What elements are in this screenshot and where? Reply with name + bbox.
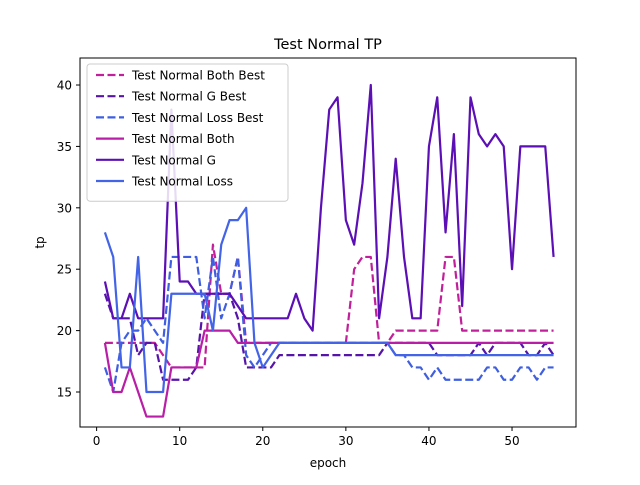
y-tick-label: 20: [57, 324, 72, 338]
legend-box: [86, 63, 289, 202]
series-line-5: [103, 83, 555, 332]
y-tick-label: 30: [57, 201, 72, 215]
legend-label: Test Normal Both: [131, 132, 235, 146]
chart-title: Test Normal TP: [273, 37, 382, 53]
x-tick-label: 10: [172, 434, 187, 448]
legend-label: Test Normal Both Best: [131, 69, 265, 83]
series-line-6: [103, 206, 554, 394]
y-axis-label: tp: [33, 236, 47, 248]
x-tick-label: 30: [338, 434, 353, 448]
legend-label: Test Normal Loss: [131, 175, 233, 189]
legend-label: Test Normal G: [131, 153, 216, 167]
y-tick-label: 40: [57, 79, 72, 93]
y-tick-label: 35: [57, 140, 72, 154]
x-tick-label: 20: [255, 434, 270, 448]
x-tick-label: 0: [93, 434, 101, 448]
x-tick-label: 50: [504, 434, 519, 448]
plot-frame: [79, 57, 577, 428]
series-layer: [103, 83, 555, 418]
legend-label: Test Normal Loss Best: [131, 111, 264, 125]
x-tick-label: 40: [421, 434, 436, 448]
legend[interactable]: Test Normal Both Best Test Normal G Best T…: [86, 63, 289, 202]
y-tick-label: 15: [57, 386, 72, 400]
legend-label: Test Normal G Best: [131, 90, 247, 104]
y-tick-label: 25: [57, 263, 72, 277]
y-axis: 15 20 25 30 35 40: [57, 79, 80, 400]
x-axis-label: epoch: [310, 456, 347, 470]
x-axis: 0 10 20 30 40 50: [93, 427, 520, 448]
